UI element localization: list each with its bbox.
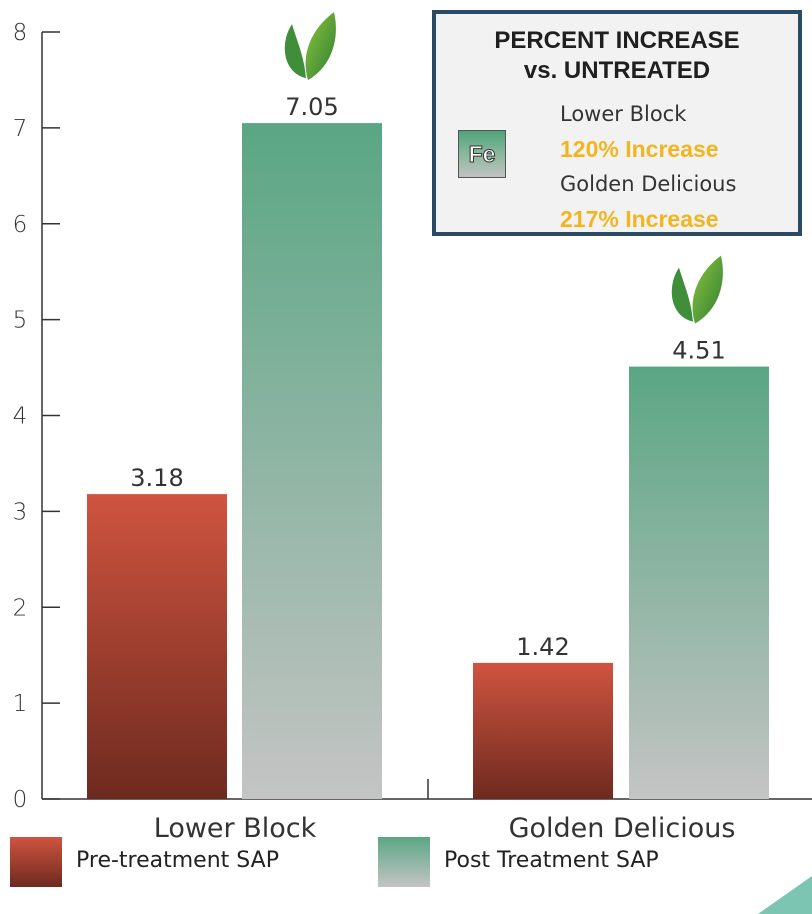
bar	[473, 662, 613, 799]
bar-value-label: 7.05	[285, 93, 338, 121]
legend-label-post: Post Treatment SAP	[444, 848, 659, 873]
corner-decoration	[758, 876, 812, 914]
infobox-title: PERCENT INCREASE vs. UNTREATED	[436, 26, 798, 86]
leaf-icon-part	[671, 267, 693, 322]
y-tick-label: 7	[13, 116, 28, 142]
bar-value-label: 4.51	[672, 337, 725, 365]
leaf-icon-part	[284, 24, 306, 79]
chart-labels: 0 1 2 3 4 5 6 7 8 Lower Block Golden Delicious 3.18…	[13, 12, 736, 844]
percent-increase-box: PERCENT INCREASE vs. UNTREATED Fe Lower …	[432, 10, 802, 236]
infobox-row-label-1: Lower Block	[560, 102, 687, 126]
bar	[87, 494, 227, 799]
chart-bars	[87, 123, 769, 800]
leaf-icon-part	[692, 255, 723, 324]
y-tick-label: 4	[13, 404, 28, 430]
leaf-icon-part	[305, 12, 336, 81]
iron-badge-icon: Fe	[458, 130, 506, 178]
infobox-row-increase-1: 120% Increase	[560, 136, 719, 162]
infobox-row-label-2: Golden Delicious	[560, 172, 737, 196]
legend-label-pre: Pre-treatment SAP	[76, 848, 279, 873]
y-tick-label: 2	[13, 595, 28, 621]
x-category-label: Lower Block	[154, 813, 317, 844]
y-tick-label: 3	[13, 499, 28, 525]
x-category-label: Golden Delicious	[509, 813, 736, 844]
bar	[242, 123, 382, 800]
y-tick-label: 5	[13, 308, 28, 334]
bar-value-label: 1.42	[516, 633, 569, 661]
leaf-icon	[671, 255, 723, 324]
infobox-title-line2: vs. UNTREATED	[523, 57, 711, 84]
y-tick-label: 6	[13, 212, 28, 238]
y-tick-label: 1	[13, 691, 28, 717]
y-tick-label: 0	[13, 787, 28, 813]
y-tick-label: 8	[13, 20, 28, 46]
infobox-title-line1: PERCENT INCREASE	[494, 27, 740, 54]
legend-swatch-post	[378, 837, 430, 887]
infobox-row-increase-2: 217% Increase	[560, 206, 719, 232]
bar	[629, 366, 769, 799]
leaf-icon	[284, 12, 336, 81]
legend-swatch-pre	[10, 837, 62, 887]
bar-value-label: 3.18	[130, 464, 183, 492]
